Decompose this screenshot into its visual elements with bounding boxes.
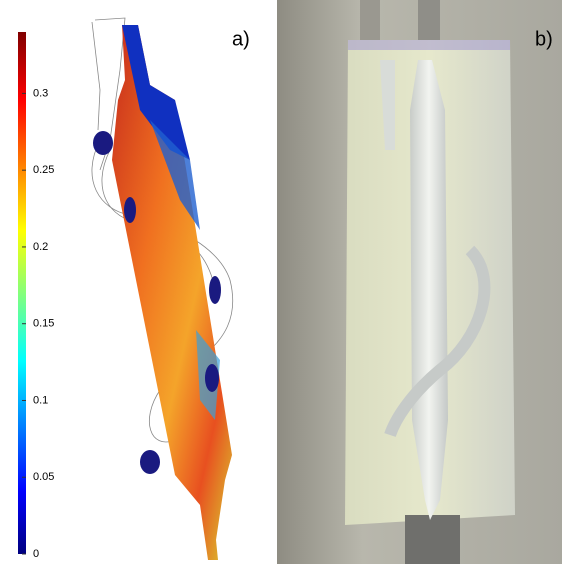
- colorbar-ticks: 0 0.05 0.1 0.15 0.2 0.25 0.3: [22, 87, 54, 560]
- colorbar-tick-label: 0.1: [33, 394, 48, 406]
- colorbar-tick-label: 0: [33, 548, 39, 560]
- block-top: [348, 40, 510, 50]
- colorbar-tick-label: 0.2: [33, 241, 48, 253]
- colorbar-tick-label: 0.15: [33, 318, 54, 330]
- panel-label: b): [535, 28, 553, 50]
- figure: 0 0.05 0.1 0.15 0.2 0.25 0.3 a) b): [0, 0, 562, 564]
- panel-label: a): [232, 28, 250, 50]
- fitting: [418, 0, 440, 45]
- outlet-fitting: [405, 515, 460, 564]
- panel-b: b): [277, 0, 562, 564]
- colorbar-tick-label: 0.05: [33, 471, 54, 483]
- colorbar-tick-label: 0.25: [33, 164, 54, 176]
- colorbar-tick-label: 0.3: [33, 87, 48, 99]
- colorbar: [18, 32, 26, 554]
- panel-a: 0 0.05 0.1 0.15 0.2 0.25 0.3 a): [18, 18, 250, 560]
- fitting: [360, 0, 380, 40]
